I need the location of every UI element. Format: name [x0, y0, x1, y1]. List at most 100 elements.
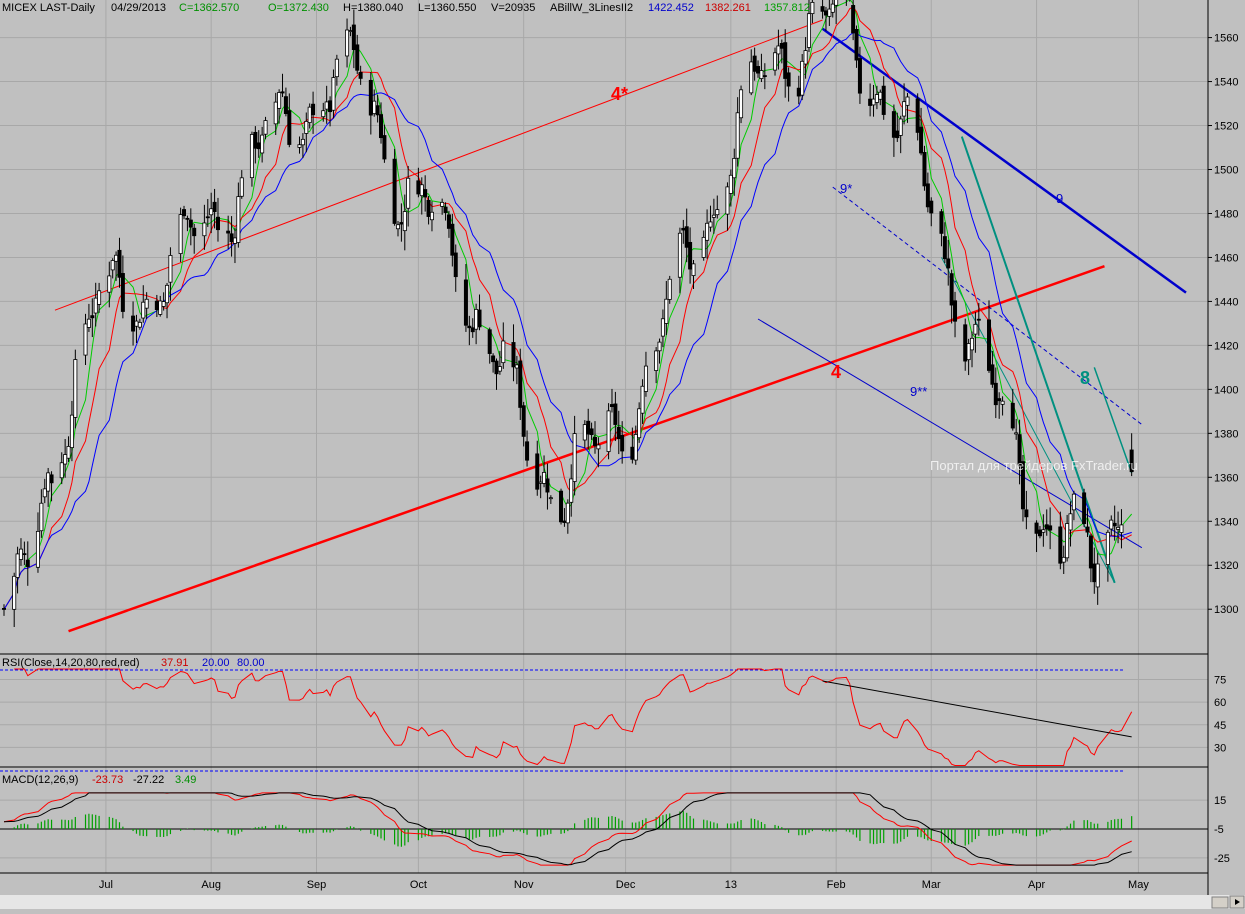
- candle-body: [739, 89, 744, 119]
- candlesticks: [2, 0, 1134, 628]
- date-label: 04/29/2013: [111, 2, 166, 14]
- candle-body: [107, 275, 112, 293]
- candle-body: [1034, 522, 1039, 534]
- candle-body: [708, 221, 713, 228]
- candle-body: [49, 474, 54, 484]
- candle-body: [497, 366, 502, 372]
- rsi-divergence-line: [822, 680, 1132, 738]
- candle-body: [779, 43, 784, 49]
- trendline-9-double-star: [757, 318, 1143, 549]
- macd-label: MACD(12,26,9): [2, 774, 78, 786]
- candle-body: [688, 241, 693, 270]
- price-tick-label: 1500: [1214, 165, 1238, 177]
- candle-body: [664, 298, 669, 324]
- candle-body: [134, 320, 139, 327]
- price-tick-label: 1380: [1214, 428, 1238, 440]
- candle-body: [606, 410, 611, 452]
- candle-body: [1082, 492, 1087, 525]
- macd-tick-label: -5: [1214, 824, 1224, 836]
- candle-body: [392, 158, 397, 224]
- candle-body: [898, 118, 903, 136]
- candle-body: [711, 214, 716, 218]
- rsi-line: [14, 668, 1133, 766]
- candle-body: [705, 222, 710, 241]
- candle-body: [110, 260, 115, 271]
- candle-body: [161, 301, 166, 307]
- candle-body: [131, 315, 136, 332]
- candle-body: [701, 236, 706, 258]
- candle-body: [59, 462, 64, 479]
- indicator-value-red: 1382.261: [705, 2, 751, 14]
- candle-body: [1014, 432, 1019, 435]
- candle-body: [633, 434, 638, 461]
- candle-body: [1071, 493, 1076, 511]
- candle-body: [1105, 531, 1110, 565]
- month-tick-label: Apr: [1028, 879, 1045, 891]
- low-label: L=1360.550: [418, 2, 476, 14]
- candle-body: [511, 342, 516, 368]
- candle-body: [1065, 523, 1070, 559]
- candle-body: [1112, 522, 1117, 527]
- candle-body: [973, 323, 978, 335]
- candle-body: [379, 114, 384, 139]
- watermark: Портал для трейдеров FxTrader.ru: [930, 458, 1138, 473]
- symbol-label: MICEX LAST-Daily: [2, 2, 95, 14]
- candle-body: [474, 308, 479, 330]
- candle-body: [137, 321, 142, 328]
- candle-body: [970, 337, 975, 351]
- candle-body: [545, 478, 550, 493]
- candle-body: [773, 52, 778, 71]
- rsi-label: RSI(Close,14,20,80,red,red): [2, 657, 140, 669]
- candle-body: [202, 222, 207, 237]
- candle-body: [569, 478, 574, 503]
- candle-body: [345, 29, 350, 57]
- candle-body: [854, 29, 859, 61]
- candle-body: [749, 61, 754, 94]
- volume-label: V=20935: [491, 2, 535, 14]
- annotation-4: 4: [831, 362, 841, 382]
- candle-body: [154, 300, 159, 311]
- macd-signal-value: -27.22: [133, 774, 164, 786]
- candle-body: [691, 263, 696, 276]
- candle-body: [467, 325, 472, 329]
- price-tick-label: 1440: [1214, 296, 1238, 308]
- candle-body: [168, 255, 173, 283]
- candle-body: [358, 71, 363, 79]
- candle-body: [942, 236, 947, 260]
- candle-body: [192, 227, 197, 237]
- candle-body: [144, 298, 149, 309]
- candle-body: [443, 206, 448, 213]
- horizontal-scrollbar[interactable]: [0, 895, 1245, 909]
- macd-grid: [0, 799, 1208, 859]
- candle-body: [375, 105, 380, 116]
- rsi-lower-level: 20.00: [202, 657, 230, 669]
- scrollbar-track[interactable]: [0, 895, 1245, 909]
- candle-body: [46, 472, 51, 492]
- candle-body: [902, 101, 907, 117]
- candle-body: [1041, 529, 1046, 533]
- candle-body: [42, 488, 47, 498]
- candle-body: [334, 58, 339, 78]
- candle-body: [939, 211, 944, 234]
- close-label: C=1362.570: [179, 2, 239, 14]
- month-tick-label: Nov: [514, 879, 534, 891]
- candle-body: [331, 77, 336, 111]
- candle-body: [929, 200, 934, 214]
- trendline-9: [821, 27, 1187, 294]
- candle-body: [440, 201, 445, 207]
- candle-body: [280, 91, 285, 94]
- candle-body: [1061, 556, 1066, 563]
- channel-line-4: [68, 265, 1105, 633]
- candle-body: [2, 608, 7, 610]
- candle-body: [868, 98, 873, 106]
- candle-body: [188, 219, 193, 228]
- candle-body: [1037, 529, 1042, 537]
- macd-value: -23.73: [92, 774, 123, 786]
- candle-body: [39, 502, 44, 532]
- indicator-value-green: 1357.812: [764, 2, 810, 14]
- scrollbar-thumb[interactable]: [1211, 896, 1229, 909]
- rsi-lines: [14, 668, 1133, 766]
- chevron-right-icon: [1235, 899, 1240, 905]
- rsi-tick-label: 60: [1214, 697, 1226, 709]
